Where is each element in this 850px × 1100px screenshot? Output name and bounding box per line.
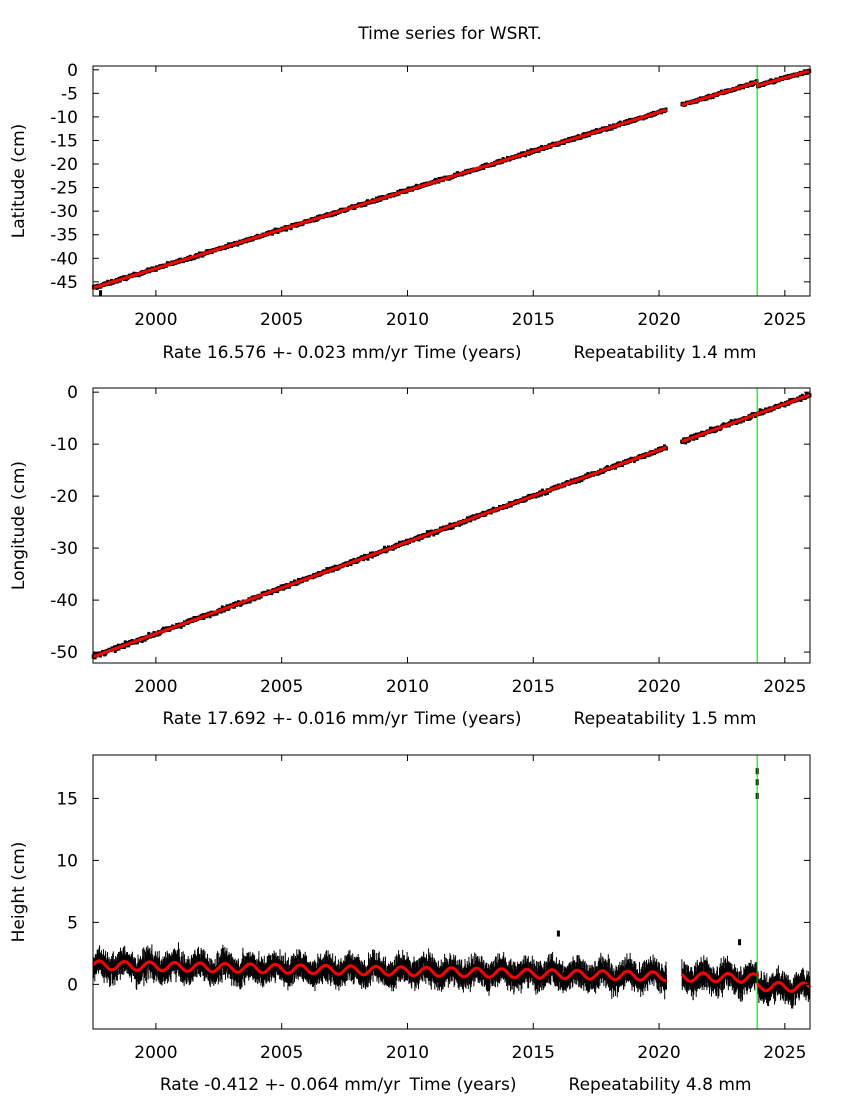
x-label-rate: Rate -0.412 +- 0.064 mm/yr [160, 1075, 400, 1095]
data-point [546, 491, 549, 495]
data-point [113, 649, 117, 653]
fit-line [680, 971, 759, 984]
x-label-repeatability: Repeatability 1.4 mm [574, 343, 757, 363]
fit-line [756, 980, 812, 993]
y-tick-label: -25 [50, 179, 78, 199]
data-point [391, 546, 395, 551]
panel-longitude: 2000 2005 2010 2015 2020 2025 0 -10 -20 -30 -40 -50… [9, 383, 812, 729]
y-tick-label: -10 [50, 435, 78, 455]
fit-line [681, 412, 758, 443]
y-tick-label: -5 [61, 84, 78, 104]
x-tick-label: 2020 [637, 310, 680, 330]
figure-title: Time series for WSRT. [357, 24, 541, 44]
y-tick-label: -30 [50, 202, 78, 222]
x-tick-label: 2025 [763, 310, 806, 330]
y-tick-label: 0 [67, 61, 78, 81]
data-points [91, 68, 812, 297]
data-point [122, 645, 126, 649]
x-tick-label: 2010 [386, 1043, 429, 1063]
x-tick-label: 2015 [512, 1043, 555, 1063]
data-point [383, 545, 386, 550]
y-axis-label: Height (cm) [9, 842, 29, 943]
outlier-point [738, 939, 742, 946]
x-axis-label: Time (years) [413, 709, 521, 729]
y-tick-label: 0 [67, 975, 78, 995]
fit-line [681, 80, 758, 107]
x-tick-label: 2005 [260, 310, 303, 330]
data-point [285, 227, 289, 232]
x-tick-label: 2020 [637, 677, 680, 697]
fit-line [92, 445, 667, 659]
x-tick-label: 2015 [512, 677, 555, 697]
data-point [449, 526, 453, 530]
data-point [758, 408, 762, 413]
x-tick-label: 2000 [134, 310, 177, 330]
data-point [537, 493, 541, 498]
data-point [577, 479, 581, 484]
fit-line [92, 108, 668, 290]
data-point [539, 492, 543, 497]
x-tick-label: 2000 [134, 1043, 177, 1063]
x-axis-label: Time (years) [408, 1075, 516, 1095]
data-point [695, 435, 699, 440]
y-tick-label: 15 [56, 789, 78, 809]
data-point [135, 640, 139, 645]
plot-frame [92, 754, 811, 1030]
fit-line [756, 393, 811, 416]
y-tick-label: -15 [50, 131, 78, 151]
x-label-repeatability: Repeatability 1.5 mm [574, 709, 757, 729]
x-label-rate: Rate 17.692 +- 0.016 mm/yr [162, 709, 407, 729]
data-point [366, 556, 370, 561]
plot-frame [92, 387, 811, 664]
x-tick-label: 2005 [260, 1043, 303, 1063]
x-tick-label: 2010 [386, 310, 429, 330]
x-tick-label: 2020 [637, 1043, 680, 1063]
data-point [643, 454, 647, 459]
outlier-point [99, 290, 103, 297]
x-tick-label: 2025 [763, 1043, 806, 1063]
x-tick-label: 2000 [134, 677, 177, 697]
x-tick-label: 2015 [512, 310, 555, 330]
data-point [432, 532, 436, 537]
data-point [804, 392, 808, 397]
outlier-point [556, 930, 560, 937]
x-tick-label: 2005 [260, 677, 303, 697]
x-axis-label: Time (years) [413, 343, 521, 363]
data-point [140, 639, 144, 643]
y-tick-label: -10 [50, 108, 78, 128]
panel-height: 2000 2005 2010 2015 2020 2025 0 5 10 15 Height (cm… [9, 754, 812, 1095]
x-tick-label: 2010 [386, 677, 429, 697]
y-tick-label: 0 [67, 383, 78, 403]
data-point [113, 645, 116, 650]
data-point [448, 522, 452, 527]
y-tick-label: -40 [50, 249, 78, 269]
y-tick-label: -40 [50, 591, 78, 611]
y-axis-label: Longitude (cm) [9, 461, 29, 590]
y-tick-label: -45 [50, 273, 78, 293]
y-tick-label: -30 [50, 539, 78, 559]
y-tick-label: 10 [56, 851, 78, 871]
panel-latitude: 2000 2005 2010 2015 2020 2025 0 -5 -10 -15 -20 -25 -… [9, 61, 812, 363]
y-tick-label: 5 [67, 913, 78, 933]
y-tick-label: -35 [50, 226, 78, 246]
x-label-repeatability: Repeatability 4.8 mm [569, 1075, 752, 1095]
y-tick-label: -20 [50, 155, 78, 175]
plot-frame [92, 65, 811, 297]
fit-line [91, 959, 668, 983]
y-tick-label: -20 [50, 487, 78, 507]
x-tick-label: 2025 [763, 677, 806, 697]
y-tick-label: -50 [50, 643, 78, 663]
y-axis-label: Latitude (cm) [9, 124, 29, 239]
fit-line [756, 69, 811, 88]
data-point [620, 463, 624, 468]
x-label-rate: Rate 16.576 +- 0.023 mm/yr [162, 343, 407, 363]
